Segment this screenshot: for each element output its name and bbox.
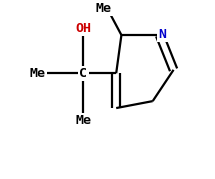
- Text: N: N: [158, 28, 166, 41]
- Text: Me: Me: [95, 3, 111, 15]
- FancyBboxPatch shape: [93, 2, 113, 16]
- FancyBboxPatch shape: [78, 66, 89, 81]
- FancyBboxPatch shape: [74, 22, 92, 36]
- Text: Me: Me: [29, 67, 45, 80]
- Text: Me: Me: [75, 114, 91, 127]
- FancyBboxPatch shape: [27, 66, 47, 81]
- FancyBboxPatch shape: [73, 113, 93, 128]
- Text: OH: OH: [75, 22, 91, 35]
- Text: C: C: [79, 67, 87, 80]
- FancyBboxPatch shape: [157, 27, 168, 42]
